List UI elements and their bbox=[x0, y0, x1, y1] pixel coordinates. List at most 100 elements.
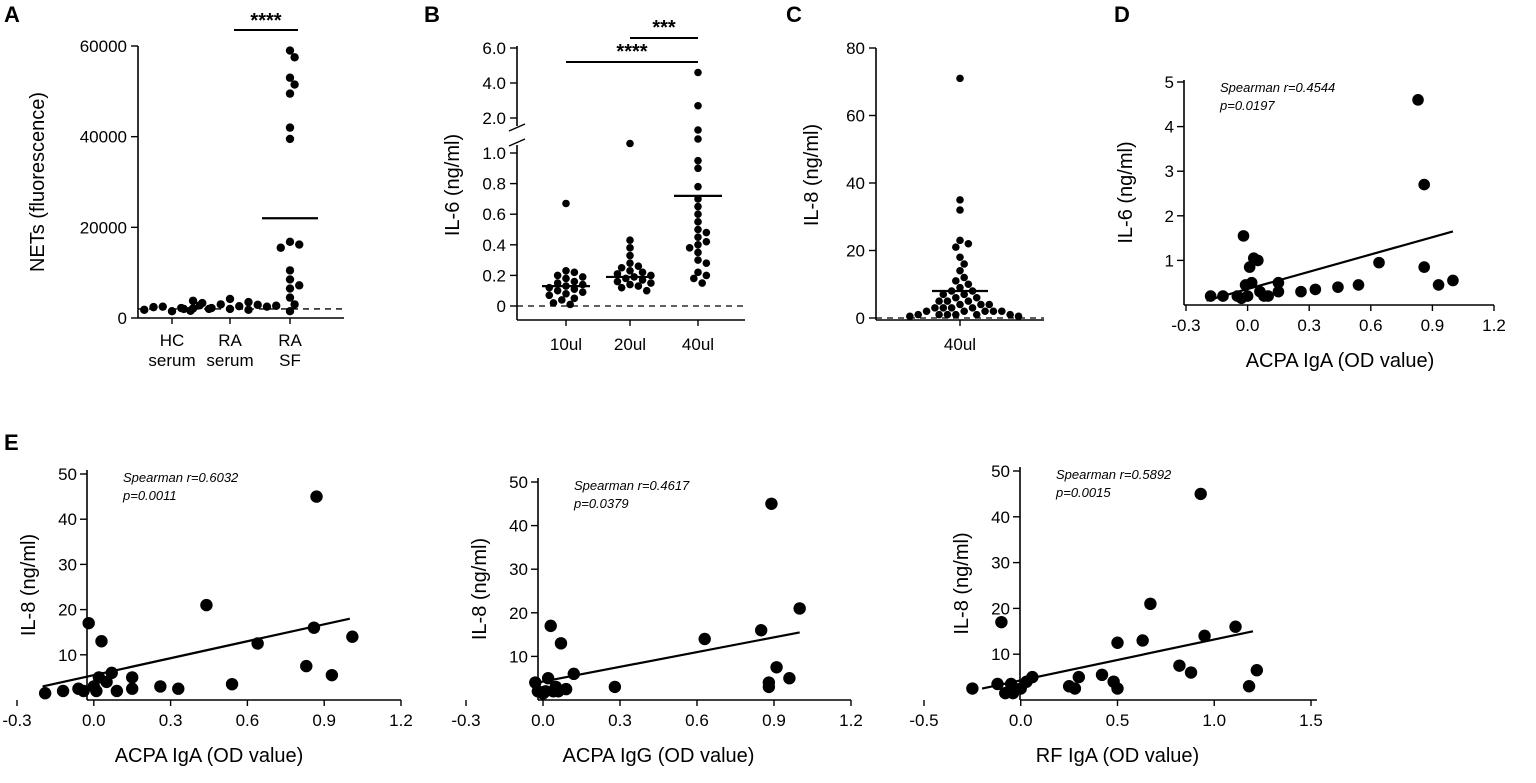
data-point bbox=[702, 271, 711, 280]
data-point bbox=[1262, 290, 1274, 302]
y-tick-label: 10 bbox=[58, 646, 77, 665]
data-point bbox=[295, 281, 304, 290]
y-tick-label: 40000 bbox=[80, 128, 127, 147]
data-point bbox=[762, 676, 776, 689]
y-tick-label: 0.4 bbox=[482, 236, 506, 255]
data-point bbox=[1194, 487, 1207, 501]
data-point bbox=[285, 123, 295, 132]
data-point bbox=[694, 126, 702, 134]
x-axis-label: ACPA IgG (OD value) bbox=[563, 745, 755, 767]
regression-line bbox=[1206, 230, 1454, 302]
p-value: p=0.0379 bbox=[573, 496, 629, 511]
data-point bbox=[285, 46, 295, 55]
data-point bbox=[626, 259, 634, 267]
data-point bbox=[285, 134, 295, 144]
data-point bbox=[960, 307, 968, 316]
x-tick-label: -0.3 bbox=[2, 711, 31, 730]
data-point bbox=[1136, 634, 1149, 647]
data-point bbox=[956, 206, 964, 214]
y-axis-label: IL-8 (ng/ml) bbox=[469, 538, 491, 640]
data-point bbox=[1111, 636, 1124, 649]
x-tick-label: 0.3 bbox=[608, 711, 632, 730]
y-axis-label: IL-6 (ng/ml) bbox=[442, 134, 464, 236]
x-tick-label: 1.2 bbox=[839, 711, 863, 730]
panel-letter-d: D bbox=[1114, 2, 1130, 27]
y-tick-label: 20 bbox=[58, 601, 77, 620]
data-point bbox=[617, 263, 626, 272]
data-point bbox=[553, 271, 562, 280]
category-label: serum bbox=[148, 351, 195, 370]
x-tick-label: -0.3 bbox=[451, 711, 480, 730]
data-point bbox=[922, 307, 931, 316]
y-tick-label: 2.0 bbox=[482, 109, 506, 128]
y-tick-label: 20 bbox=[509, 604, 528, 623]
data-point bbox=[1173, 659, 1186, 672]
x-tick-label: 0.3 bbox=[1297, 316, 1321, 335]
category-label: 20ul bbox=[614, 335, 646, 354]
data-point bbox=[694, 195, 702, 203]
data-point bbox=[977, 300, 985, 309]
y-tick-label: 0.8 bbox=[482, 175, 506, 194]
data-point bbox=[95, 635, 108, 648]
data-point bbox=[1095, 668, 1109, 682]
x-tick-label: 1.2 bbox=[1482, 316, 1506, 335]
x-tick-label: 0.9 bbox=[312, 711, 336, 730]
data-point bbox=[702, 228, 711, 237]
data-point bbox=[1309, 283, 1322, 296]
data-point bbox=[172, 682, 185, 695]
y-axis-label: IL-8 (ng/ml) bbox=[18, 534, 40, 636]
data-point bbox=[290, 80, 299, 89]
x-tick-label: 0.0 bbox=[531, 711, 555, 730]
data-point bbox=[285, 73, 295, 82]
y-tick-label: 5 bbox=[1165, 73, 1174, 92]
spearman-r: Spearman r=0.4544 bbox=[1220, 80, 1335, 95]
regression-line bbox=[981, 630, 1254, 690]
data-point bbox=[566, 300, 574, 309]
category-label: RA bbox=[278, 331, 302, 350]
data-point bbox=[943, 310, 952, 319]
data-point bbox=[285, 266, 295, 275]
data-point bbox=[613, 270, 622, 278]
data-point bbox=[956, 266, 964, 275]
axis-break-mark bbox=[508, 138, 526, 147]
data-point bbox=[694, 268, 702, 277]
data-point bbox=[626, 236, 634, 245]
data-point bbox=[698, 279, 706, 287]
y-tick-label: 50 bbox=[991, 462, 1010, 481]
data-point bbox=[1237, 230, 1250, 242]
data-point bbox=[200, 598, 213, 612]
x-tick-label: 0.6 bbox=[1359, 316, 1383, 335]
data-point bbox=[285, 89, 295, 98]
data-point bbox=[549, 299, 558, 307]
y-tick-label: 0.6 bbox=[482, 205, 506, 224]
data-point bbox=[38, 687, 52, 700]
data-point bbox=[179, 304, 188, 314]
data-point bbox=[1245, 276, 1258, 289]
y-tick-label: 2 bbox=[1165, 207, 1174, 226]
y-tick-label: 50 bbox=[58, 465, 77, 484]
data-point bbox=[702, 237, 711, 246]
panel-d: D 1 2 3 4 5 -0.3 0.0 0.3 0.6 0.9 1.2 ACPA IgA (OD va… bbox=[1114, 2, 1506, 372]
data-point bbox=[553, 279, 562, 287]
x-tick-label: 0.9 bbox=[762, 711, 786, 730]
p-value: p=0.0011 bbox=[122, 488, 177, 503]
data-point bbox=[617, 283, 626, 292]
data-point bbox=[562, 199, 570, 208]
data-point bbox=[290, 53, 299, 62]
data-point bbox=[1184, 666, 1198, 679]
data-point bbox=[90, 684, 103, 698]
y-axis-label: IL-6 (ng/ml) bbox=[1115, 141, 1137, 243]
data-point bbox=[694, 233, 702, 241]
data-point bbox=[694, 210, 702, 218]
panel-b: B 0 0.2 0.4 0.6 0.8 1.0 2.0 4.0 6.0 IL-6 (ng/ml) 10… bbox=[424, 2, 745, 354]
data-point bbox=[968, 304, 977, 312]
data-point bbox=[694, 101, 702, 110]
data-point bbox=[634, 282, 643, 290]
data-point bbox=[1432, 279, 1445, 291]
category-label: HC bbox=[160, 331, 185, 350]
data-point bbox=[235, 302, 244, 311]
category-label: 40ul bbox=[944, 335, 976, 354]
y-tick-label: 30 bbox=[58, 555, 77, 574]
data-point bbox=[77, 684, 90, 698]
